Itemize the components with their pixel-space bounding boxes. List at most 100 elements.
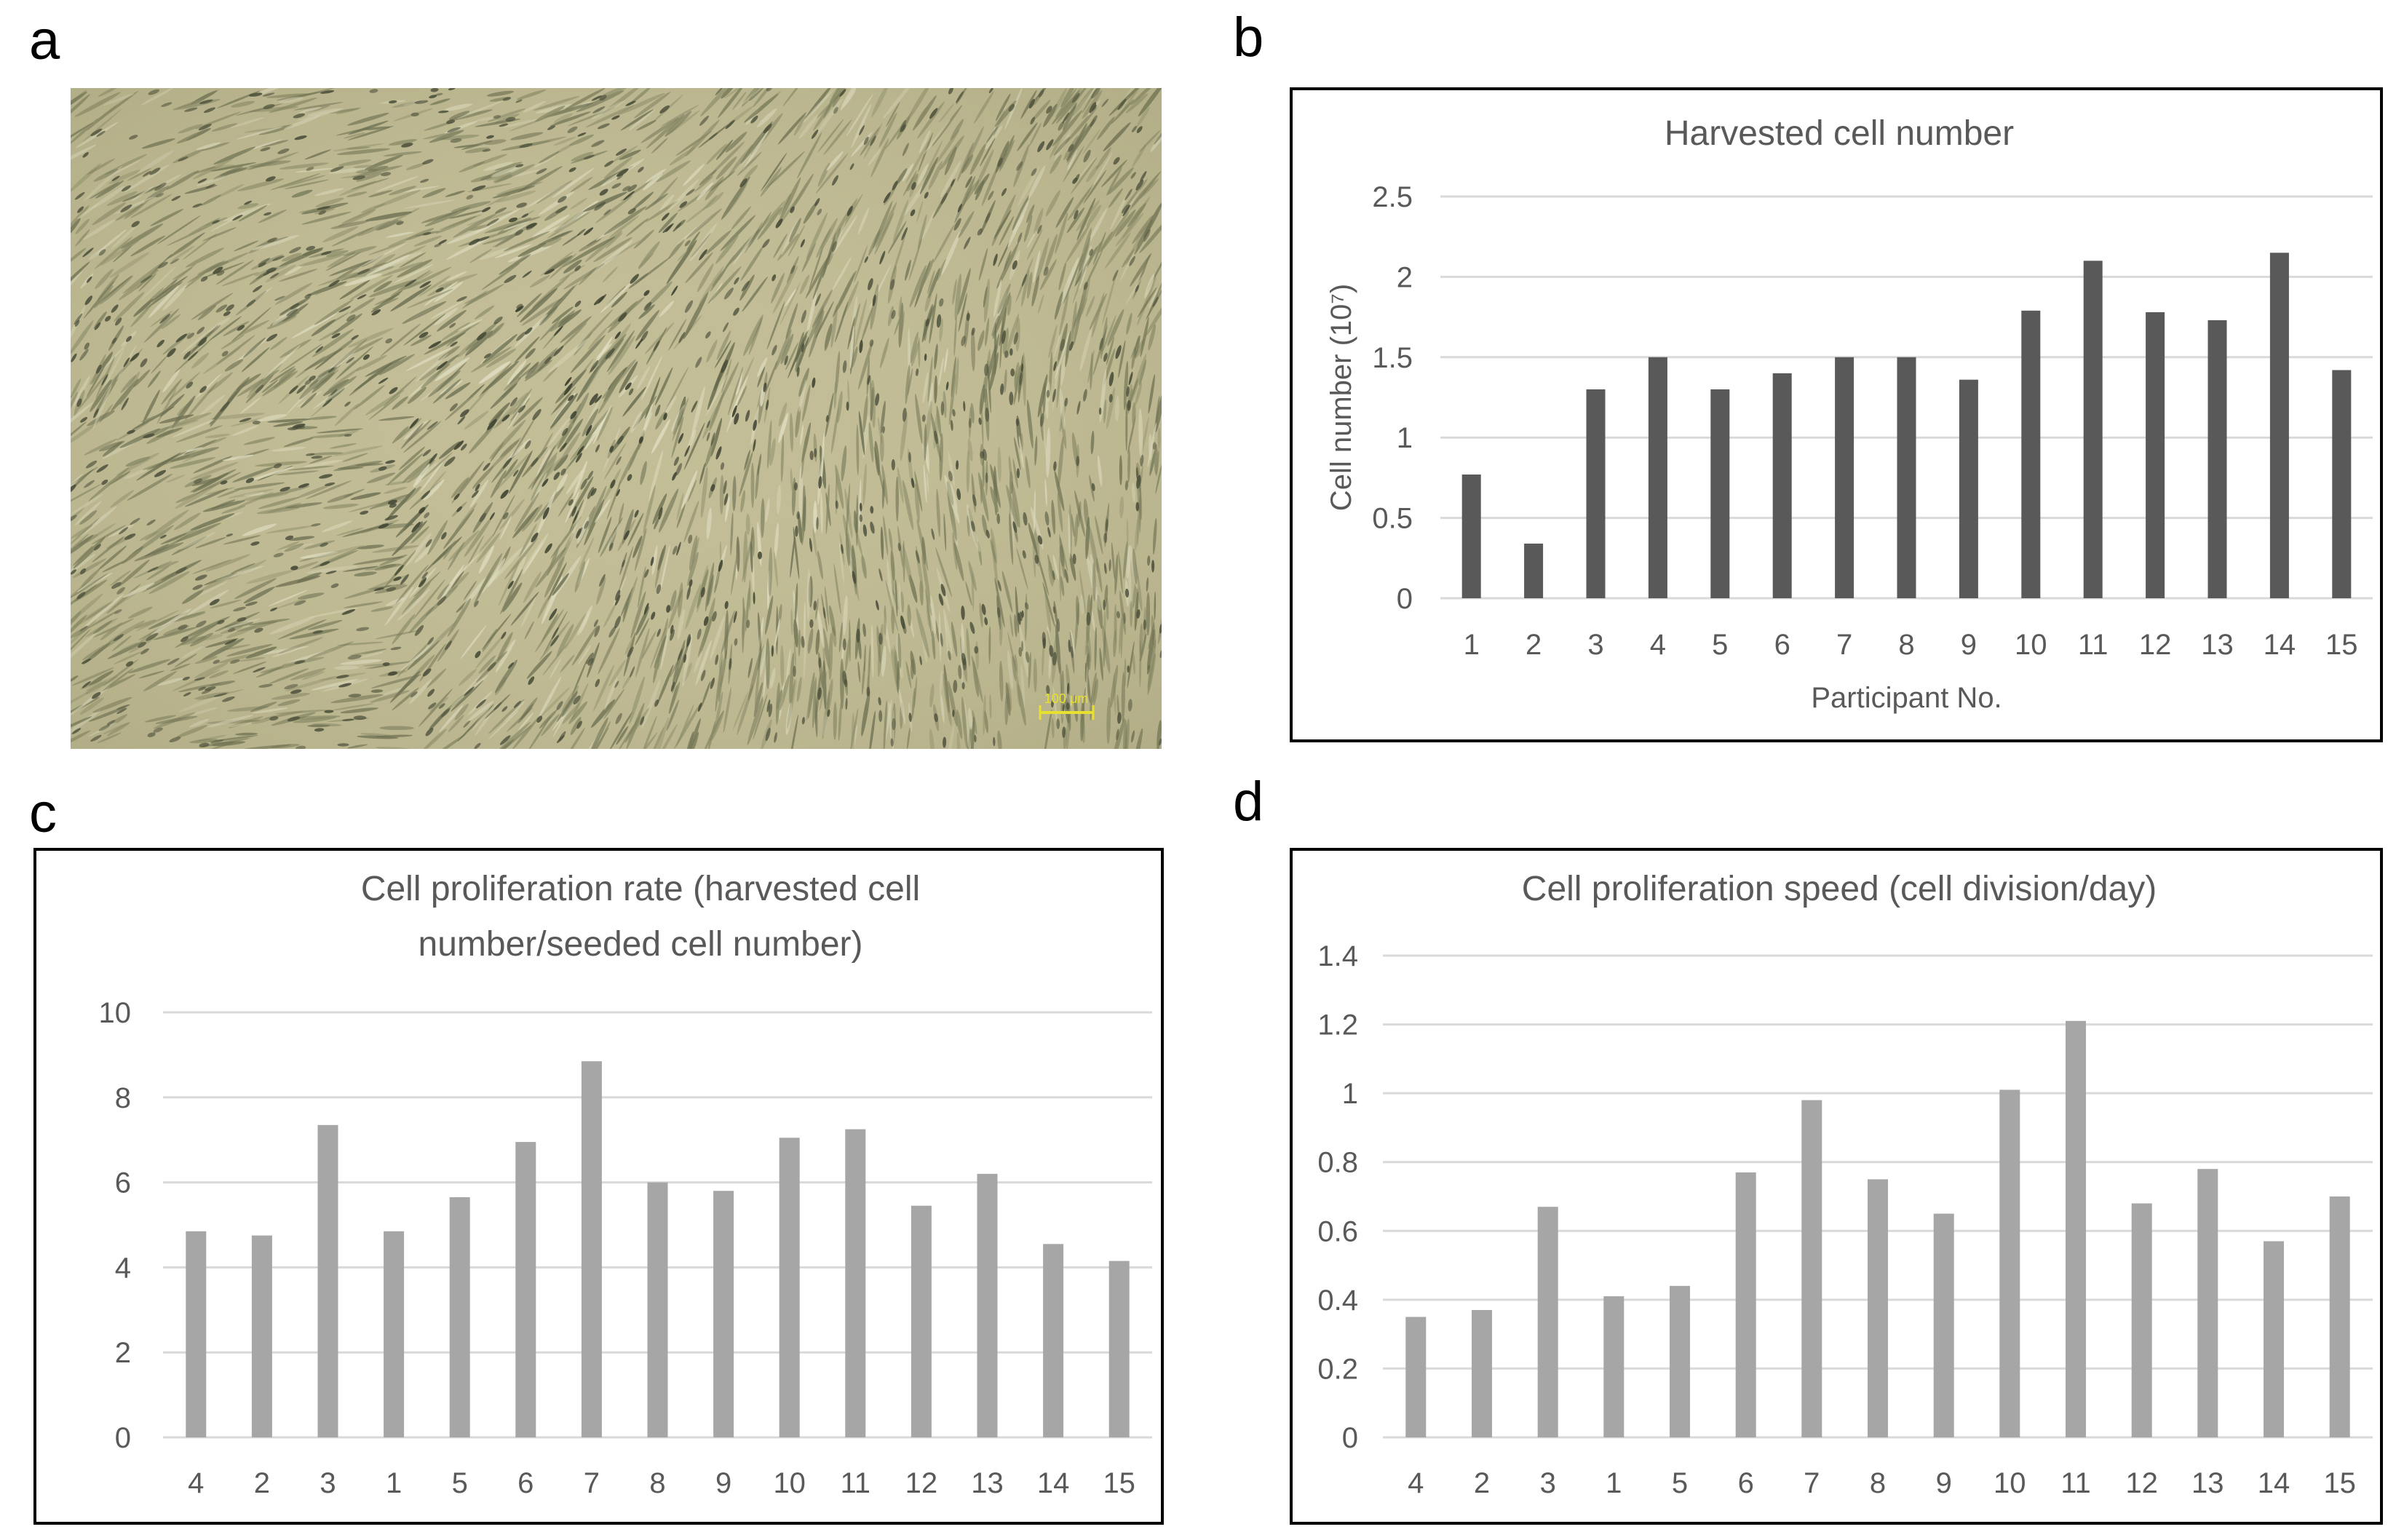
x-tick-label: 15 — [2325, 629, 2358, 661]
y-tick-label: 0 — [1342, 1422, 1358, 1454]
bar-15 — [2329, 1196, 2350, 1437]
x-tick-label: 6 — [517, 1467, 533, 1499]
scale-bar: 100 μm — [1039, 691, 1095, 720]
bar-13 — [2207, 320, 2227, 598]
x-tick-label: 8 — [649, 1467, 665, 1499]
x-tick-label: 9 — [1961, 629, 1977, 661]
bar-11 — [2083, 261, 2103, 598]
y-tick-label: 0.2 — [1317, 1353, 1358, 1385]
x-tick-label: 4 — [1650, 629, 1666, 661]
y-axis-title: Cell number (10⁷) — [1325, 284, 1357, 511]
panel-label-c: c — [29, 782, 57, 844]
x-tick-label: 9 — [715, 1467, 731, 1499]
chart-c: Cell proliferation rate (harvested cell n… — [99, 870, 1152, 1499]
x-tick-label: 3 — [1540, 1467, 1556, 1499]
y-tick-label: 0 — [1397, 583, 1413, 615]
y-tick-label: 8 — [115, 1082, 131, 1114]
y-tick-label: 0.5 — [1372, 503, 1413, 535]
y-tick-label: 2 — [115, 1337, 131, 1369]
x-tick-label: 14 — [2264, 629, 2296, 661]
micrograph-cells: 100 μm — [71, 88, 1162, 749]
x-tick-label: 11 — [2060, 1467, 2091, 1499]
x-tick-label: 6 — [1738, 1467, 1754, 1499]
x-tick-label: 1 — [1464, 629, 1480, 661]
bar-9 — [1959, 379, 1978, 598]
y-tick-label: 1 — [1397, 422, 1413, 454]
bar-10 — [2021, 310, 2041, 598]
x-axis-title: Participant No. — [1811, 682, 2002, 714]
panel-label-a: a — [29, 9, 60, 71]
y-tick-label: 0.6 — [1317, 1215, 1358, 1247]
bar-7 — [1801, 1100, 1822, 1437]
bar-3 — [317, 1124, 338, 1437]
y-tick-label: 1.4 — [1317, 940, 1358, 972]
chart-d: Cell proliferation speed (cell division/… — [1317, 870, 2373, 1499]
y-tick-label: 4 — [115, 1252, 131, 1284]
x-tick-label: 3 — [1587, 629, 1603, 661]
chart-c-title-line: Cell proliferation rate (harvested cell — [361, 870, 920, 908]
chart-b-title: Harvested cell number — [1665, 114, 2014, 153]
x-tick-label: 4 — [188, 1467, 204, 1499]
bar-12 — [2146, 312, 2165, 598]
chart-c-title: Cell proliferation rate (harvested cell n… — [361, 870, 920, 964]
x-tick-label: 7 — [1836, 629, 1852, 661]
chart-c-title-line: number/seeded cell number) — [418, 925, 863, 964]
bar-6 — [1772, 373, 1792, 598]
chart-c-frame: Cell proliferation rate (harvested cell n… — [33, 848, 1164, 1525]
x-tick-label: 5 — [452, 1467, 468, 1499]
bar-13 — [2197, 1169, 2218, 1437]
bar-3 — [1586, 389, 1606, 598]
x-tick-label: 12 — [2139, 629, 2172, 661]
bar-8 — [1868, 1179, 1888, 1437]
x-tick-label: 15 — [2323, 1467, 2356, 1499]
bar-2 — [1472, 1310, 1492, 1437]
bar-15 — [1108, 1261, 1130, 1437]
bar-14 — [2269, 253, 2289, 598]
x-tick-label: 11 — [841, 1467, 871, 1499]
chart-d-title: Cell proliferation speed (cell division/… — [1522, 870, 2157, 908]
x-tick-label: 1 — [1606, 1467, 1622, 1499]
x-tick-label: 2 — [1526, 629, 1542, 661]
bar-8 — [1897, 357, 1916, 598]
bar-7 — [581, 1061, 602, 1437]
y-tick-label: 1.5 — [1372, 342, 1413, 374]
chart-b-title-line: Harvested cell number — [1665, 114, 2014, 153]
chart-d-title-line: Cell proliferation speed (cell division/… — [1522, 870, 2157, 908]
y-tick-label: 0 — [115, 1422, 131, 1454]
x-tick-label: 8 — [1870, 1467, 1886, 1499]
bar-14 — [1043, 1244, 1064, 1437]
x-tick-label: 6 — [1774, 629, 1790, 661]
chart-b-frame: Harvested cell number 0 0.5 1 1.5 2 2.5 1 2 3 4 5 6 7… — [1290, 87, 2383, 742]
bar-10 — [1999, 1089, 2020, 1437]
bar-3 — [1537, 1207, 1558, 1437]
y-tick-label: 0.8 — [1317, 1147, 1358, 1179]
x-tick-label: 12 — [2125, 1467, 2158, 1499]
panel-label-d: d — [1233, 771, 1264, 833]
scale-bar-label: 100 μm — [1044, 691, 1088, 706]
x-tick-label: 5 — [1672, 1467, 1688, 1499]
y-tick-label: 1 — [1342, 1078, 1358, 1110]
bar-1 — [384, 1231, 405, 1437]
x-tick-label: 10 — [2015, 629, 2047, 661]
x-tick-label: 2 — [1474, 1467, 1490, 1499]
y-tick-label: 2 — [1397, 261, 1413, 293]
bar-1 — [1603, 1296, 1625, 1437]
bar-5 — [1710, 389, 1730, 598]
bar-2 — [251, 1235, 272, 1437]
bar-4 — [1648, 357, 1667, 598]
bar-11 — [2066, 1020, 2086, 1437]
x-tick-label: 10 — [773, 1467, 806, 1499]
bar-4 — [186, 1231, 207, 1437]
bar-10 — [779, 1138, 800, 1437]
chart-d-frame: Cell proliferation speed (cell division/… — [1290, 848, 2383, 1525]
x-tick-label: 8 — [1898, 629, 1914, 661]
x-tick-label: 11 — [2078, 629, 2109, 661]
x-tick-label: 14 — [2258, 1467, 2290, 1499]
bar-15 — [2332, 370, 2352, 598]
x-tick-label: 13 — [2191, 1467, 2224, 1499]
bar-2 — [1524, 543, 1544, 598]
x-tick-label: 14 — [1037, 1467, 1070, 1499]
bar-12 — [2131, 1203, 2152, 1437]
x-tick-label: 3 — [320, 1467, 336, 1499]
